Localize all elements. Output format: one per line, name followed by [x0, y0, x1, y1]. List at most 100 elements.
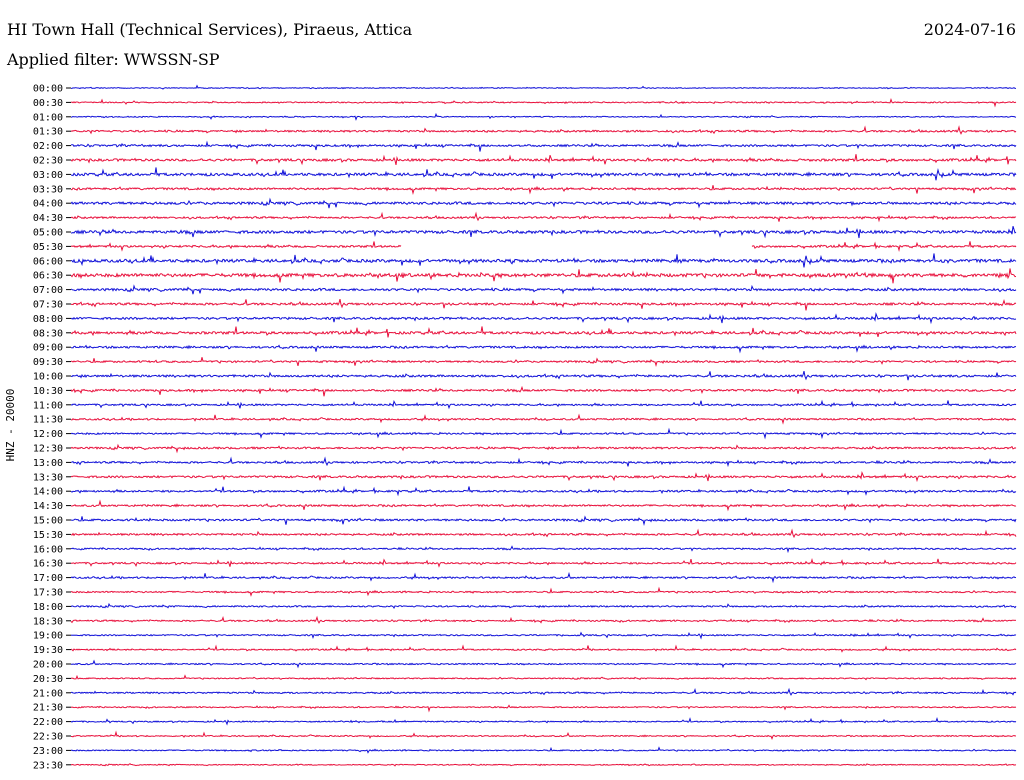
tick-label: 13:00: [33, 458, 63, 469]
trace-2200: [70, 716, 1017, 726]
tick-label: 23:30: [33, 760, 63, 771]
trace-1730: [70, 586, 1017, 597]
trace-1400: [70, 485, 1017, 497]
tick-label: 03:30: [33, 184, 63, 195]
trace-1000: [70, 370, 1017, 381]
tick-label: 14:00: [33, 487, 63, 498]
trace-1530: [70, 528, 1017, 539]
tick-label: 03:00: [33, 170, 63, 181]
tick-label: 08:00: [33, 314, 63, 325]
tick-label: 20:00: [33, 660, 63, 671]
tick-label: 16:30: [33, 559, 63, 570]
trace-1030: [70, 385, 1016, 397]
y-axis-label: HNZ - 20000: [4, 389, 17, 462]
tick-label: 17:30: [33, 588, 63, 599]
tick-label: 19:30: [33, 645, 63, 656]
tick-label: 15:00: [33, 516, 63, 527]
trace-0130: [70, 125, 1017, 135]
tick-label: 00:00: [33, 84, 63, 95]
trace-1300: [70, 456, 1017, 468]
trace-2230: [71, 730, 1017, 740]
trace-0230: [70, 154, 1017, 166]
tick-label: 12:30: [33, 444, 63, 455]
tick-label: 09:00: [33, 343, 63, 354]
tick-label: 14:30: [33, 501, 63, 512]
tick-label: 05:30: [33, 242, 63, 253]
tick-label: 19:00: [33, 631, 63, 642]
tick-label: 15:30: [33, 530, 63, 541]
tick-label: 16:00: [33, 544, 63, 555]
tick-label: 01:30: [33, 127, 63, 138]
trace-1630: [70, 557, 1017, 568]
trace-0830: [70, 326, 1017, 338]
tick-label: 21:00: [33, 688, 63, 699]
trace-0030: [70, 98, 1017, 108]
tick-label: 10:00: [33, 372, 63, 383]
trace-1830: [70, 615, 1017, 624]
tick-label: 18:30: [33, 616, 63, 627]
trace-2000: [70, 659, 1017, 669]
trace-1130: [70, 413, 1017, 425]
trace-1900: [70, 631, 1017, 640]
tick-label: 18:00: [33, 602, 63, 613]
tick-label: 04:30: [33, 213, 63, 224]
trace-1330: [70, 470, 1017, 483]
trace-1200: [70, 427, 1017, 440]
trace-0730: [70, 298, 1017, 311]
trace-0300: [71, 167, 1017, 181]
trace-1600: [70, 545, 1017, 554]
tick-label: 10:30: [33, 386, 63, 397]
trace-1700: [70, 571, 1017, 584]
trace-0100: [70, 112, 1017, 121]
trace-1430: [71, 499, 1017, 512]
tick-label: 09:30: [33, 357, 63, 368]
tick-label: 13:30: [33, 472, 63, 483]
station-title: HI Town Hall (Technical Services), Pirae…: [7, 20, 413, 39]
tick-label: 02:30: [33, 156, 63, 167]
tick-label: 11:30: [33, 415, 63, 426]
tick-label: 11:00: [33, 400, 63, 411]
tick-label: 06:00: [33, 256, 63, 267]
tick-label: 08:30: [33, 328, 63, 339]
trace-0900: [70, 344, 1017, 354]
tick-label: 05:00: [33, 228, 63, 239]
tick-label: 02:00: [33, 141, 63, 152]
tick-label: 22:00: [33, 717, 63, 728]
trace-1800: [70, 602, 1017, 610]
trace-0800: [70, 312, 1017, 325]
trace-0000: [71, 84, 1016, 90]
trace-0430: [70, 211, 1017, 223]
tick-label: 20:30: [33, 674, 63, 685]
trace-2330: [70, 763, 1017, 767]
trace-0630: [70, 268, 1017, 284]
tick-label: 22:30: [33, 732, 63, 743]
trace-2130: [70, 704, 1017, 713]
filter-label: Applied filter: WWSSN-SP: [7, 50, 220, 69]
tick-label: 00:30: [33, 98, 63, 109]
trace-2100: [70, 687, 1017, 696]
plot-date: 2024-07-16: [923, 20, 1016, 39]
tick-label: 07:00: [33, 285, 63, 296]
trace-1500: [70, 515, 1017, 526]
trace-0600: [70, 253, 1017, 268]
trace-2030: [70, 674, 1017, 681]
tick-label: 23:00: [33, 746, 63, 757]
tick-label: 04:00: [33, 199, 63, 210]
tick-label: 21:30: [33, 703, 63, 714]
trace-1230: [70, 443, 1017, 454]
trace-0530: [70, 241, 1017, 252]
tick-label: 01:00: [33, 112, 63, 123]
tick-label: 07:30: [33, 300, 63, 311]
tick-label: 06:30: [33, 271, 63, 282]
trace-0200: [70, 140, 1017, 152]
trace-0700: [70, 284, 1017, 295]
trace-0930: [70, 357, 1017, 367]
trace-0330: [71, 185, 1017, 196]
trace-group: [70, 84, 1017, 767]
trace-1930: [70, 644, 1017, 653]
trace-0400: [70, 197, 1017, 209]
trace-1100: [70, 399, 1017, 410]
tick-label-group: 00:00 00:30 01:00 01:30 02:00 02:30 03:00 03:30…: [33, 84, 71, 771]
tick-label: 17:00: [33, 573, 63, 584]
